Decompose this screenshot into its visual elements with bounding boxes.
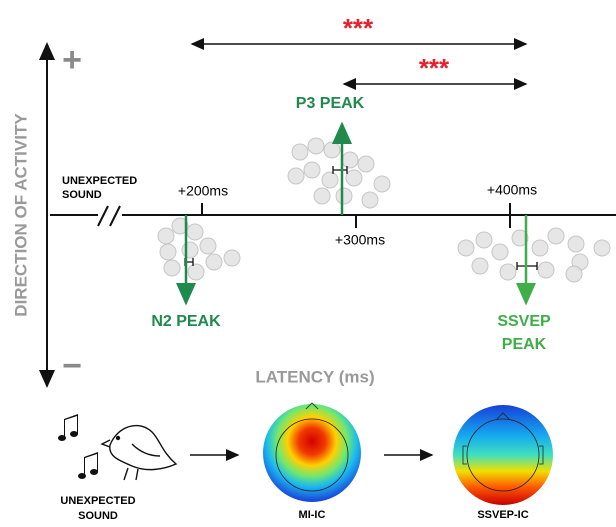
ssvep-ic-map <box>453 405 553 505</box>
map-label: SSVEP-IC <box>477 509 528 521</box>
plus: + <box>62 41 82 79</box>
y-axis-label: DIRECTION OF ACTIVITY <box>11 113 30 317</box>
map-label: MI-IC <box>299 509 326 521</box>
tick-label: +400ms <box>487 182 537 198</box>
n2-label: N2 PEAK <box>151 313 221 330</box>
tick-label: +300ms <box>335 232 385 248</box>
origin-label: SOUND <box>62 189 102 201</box>
ssvep-label: PEAK <box>502 336 547 353</box>
origin-label: UNEXPECTED <box>62 175 137 187</box>
tick-label: +200ms <box>178 183 228 199</box>
ssvep-label: SSVEP <box>497 313 551 330</box>
p3-label: P3 PEAK <box>296 95 365 112</box>
stars: *** <box>419 53 450 83</box>
sound-label: SOUND <box>78 510 118 522</box>
axis-break <box>98 206 120 226</box>
stars: *** <box>343 13 374 43</box>
notes-icon <box>58 414 98 479</box>
x-axis-label: LATENCY (ms) <box>255 367 374 386</box>
dots <box>158 138 610 282</box>
minus: − <box>62 347 82 385</box>
sound-label: UNEXPECTED <box>60 495 135 507</box>
bird-icon <box>102 426 176 480</box>
figure: + − DIRECTION OF ACTIVITY UNEXPECTED SOU… <box>0 0 616 527</box>
